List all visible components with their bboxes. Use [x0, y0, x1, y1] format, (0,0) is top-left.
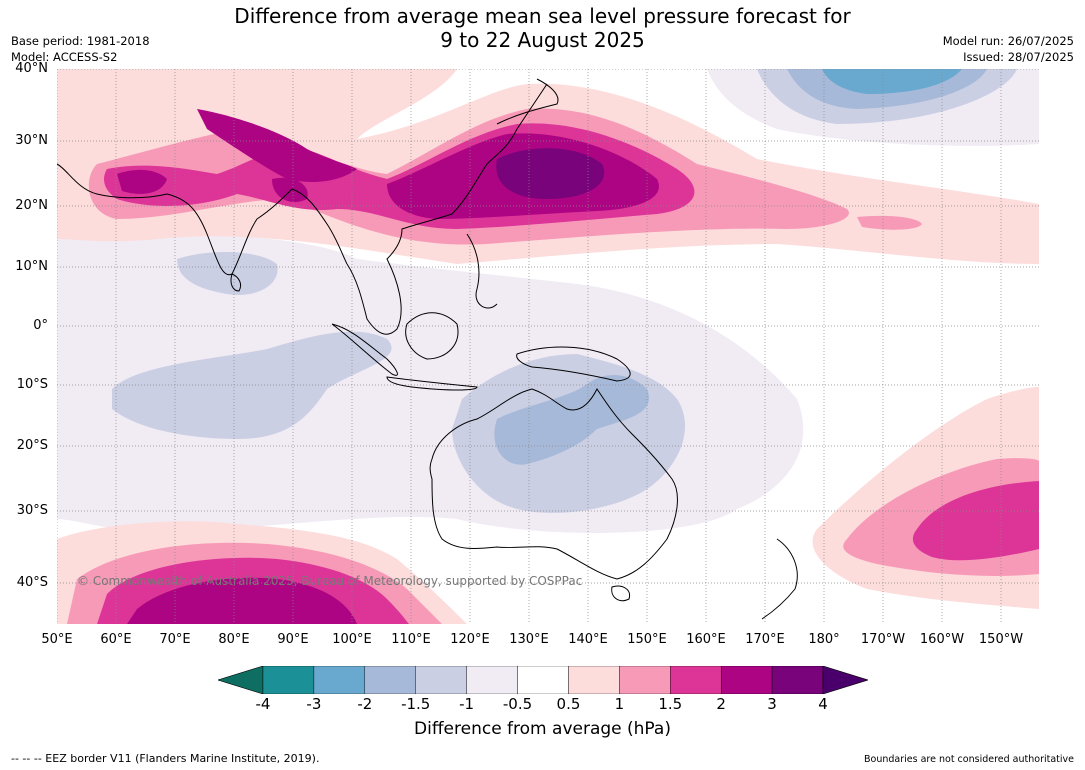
lon-label: 180°: [808, 632, 840, 647]
colorbar-tick-label: 3: [767, 695, 777, 713]
colorbar-segment: [670, 666, 722, 694]
colorbar-tick-label: -4: [255, 695, 271, 713]
model-name: Model: ACCESS-S2: [11, 50, 118, 64]
coastline-srilanka: [230, 273, 242, 292]
colorbar-extension-low: [218, 666, 264, 694]
lon-label: 170°W: [860, 632, 906, 647]
lat-label: 10°S: [16, 377, 48, 392]
coastline-borneo: [405, 312, 459, 360]
issued-date: Issued: 28/07/2025: [963, 50, 1074, 64]
anomaly-blue-north-deep: [822, 69, 962, 94]
lon-label: 90°E: [277, 632, 309, 647]
colorbar-segment: [262, 666, 315, 694]
lon-label: 150°E: [627, 632, 667, 647]
lon-label: 120°E: [450, 632, 490, 647]
colorbar-segment: [619, 666, 671, 694]
model-run: Model run: 26/07/2025: [942, 34, 1074, 48]
pressure-anomaly-map: [57, 69, 1039, 624]
lon-label: 70°E: [159, 632, 191, 647]
meta-left: Base period: 1981-2018 Model: ACCESS-S2: [11, 33, 150, 65]
meta-right: Model run: 26/07/2025 Issued: 28/07/2025: [943, 33, 1074, 65]
map-title: Difference from average mean sea level p…: [0, 4, 1085, 52]
lat-label: 10°N: [15, 259, 48, 274]
colorbar-tick-label: -1: [459, 695, 475, 713]
lon-label: 150°W: [978, 632, 1024, 647]
colorbar-tick-label: 0.5: [556, 695, 581, 713]
anomaly-magenta-se: [912, 481, 1039, 561]
coastline-java: [386, 376, 478, 391]
colorbar-segment: [364, 666, 416, 694]
coastlines: [57, 78, 798, 620]
title-line-2: 9 to 22 August 2025: [440, 28, 645, 52]
colorbar-segment: [313, 666, 366, 694]
colorbar-segment: [415, 666, 467, 694]
colorbar-tick-label: 4: [818, 695, 828, 713]
colorbar-tick-label: -0.5: [502, 695, 533, 713]
base-period: Base period: 1981-2018: [11, 34, 150, 48]
anomaly-blue-indian: [112, 331, 392, 439]
lat-label: 20°N: [15, 198, 48, 213]
lon-label: 160°E: [686, 632, 726, 647]
colorbar-tick-label: -3: [306, 695, 322, 713]
anomaly-blue-australia-core: [494, 374, 649, 465]
lon-label: 80°E: [218, 632, 250, 647]
copyright-notice: © Commonwealth of Australia 2025, Bureau…: [77, 574, 583, 588]
lat-label: 40°S: [16, 575, 48, 590]
lon-label: 50°E: [41, 632, 73, 647]
lon-label: 140°E: [568, 632, 608, 647]
lon-label: 170°E: [745, 632, 785, 647]
colorbar-label: Difference from average (hPa): [414, 719, 671, 739]
anomaly-pink-pacific-strip: [857, 215, 922, 230]
colorbar-extension-high: [822, 666, 868, 694]
colorbar-tick-label: 1.5: [658, 695, 683, 713]
colorbar-segment: [466, 666, 518, 694]
coastline-philippines: [466, 233, 498, 309]
lat-label: 30°N: [15, 133, 48, 148]
coastline-se-asia: [346, 83, 548, 335]
colorbar-tick-label: -1.5: [401, 695, 431, 713]
coastline-sumatra: [331, 323, 398, 376]
lat-label: 40°N: [15, 61, 48, 76]
colorbar-tick-label: 2: [716, 695, 726, 713]
colorbar-tick-label: 1: [614, 695, 625, 713]
colorbar: [218, 666, 868, 694]
graticule: [57, 69, 1039, 624]
coastline-tasmania: [611, 585, 631, 602]
lon-label: 130°E: [509, 632, 549, 647]
anomaly-deep-magenta-sw: [127, 577, 357, 624]
anomaly-darkest-core: [496, 148, 605, 199]
colorbar-segment: [568, 666, 620, 694]
lon-label: 60°E: [100, 632, 132, 647]
colorbar-segment: [771, 666, 824, 694]
map-area: [57, 69, 1039, 624]
lat-label: 0°: [33, 318, 48, 333]
lon-label: 110°E: [391, 632, 431, 647]
coastline-new-guinea: [516, 346, 631, 382]
anomaly-blue-bay: [177, 252, 278, 295]
coastline-australia: [429, 388, 678, 580]
eez-legend: -- -- -- EEZ border V11 (Flanders Marine…: [11, 752, 320, 765]
colorbar-segment: [720, 666, 773, 694]
coastline-new-zealand: [761, 538, 798, 620]
colorbar-tick-label: -2: [357, 695, 373, 713]
disclaimer: Boundaries are not considered authoritat…: [864, 754, 1074, 765]
lon-label: 100°E: [332, 632, 372, 647]
lat-label: 30°S: [16, 503, 48, 518]
title-line-1: Difference from average mean sea level p…: [234, 4, 851, 28]
lat-label: 20°S: [16, 438, 48, 453]
coastline-japan: [496, 78, 559, 125]
colorbar-segment: [517, 666, 569, 694]
anomaly-deep-magenta-india: [272, 177, 308, 203]
lon-label: 160°W: [919, 632, 965, 647]
